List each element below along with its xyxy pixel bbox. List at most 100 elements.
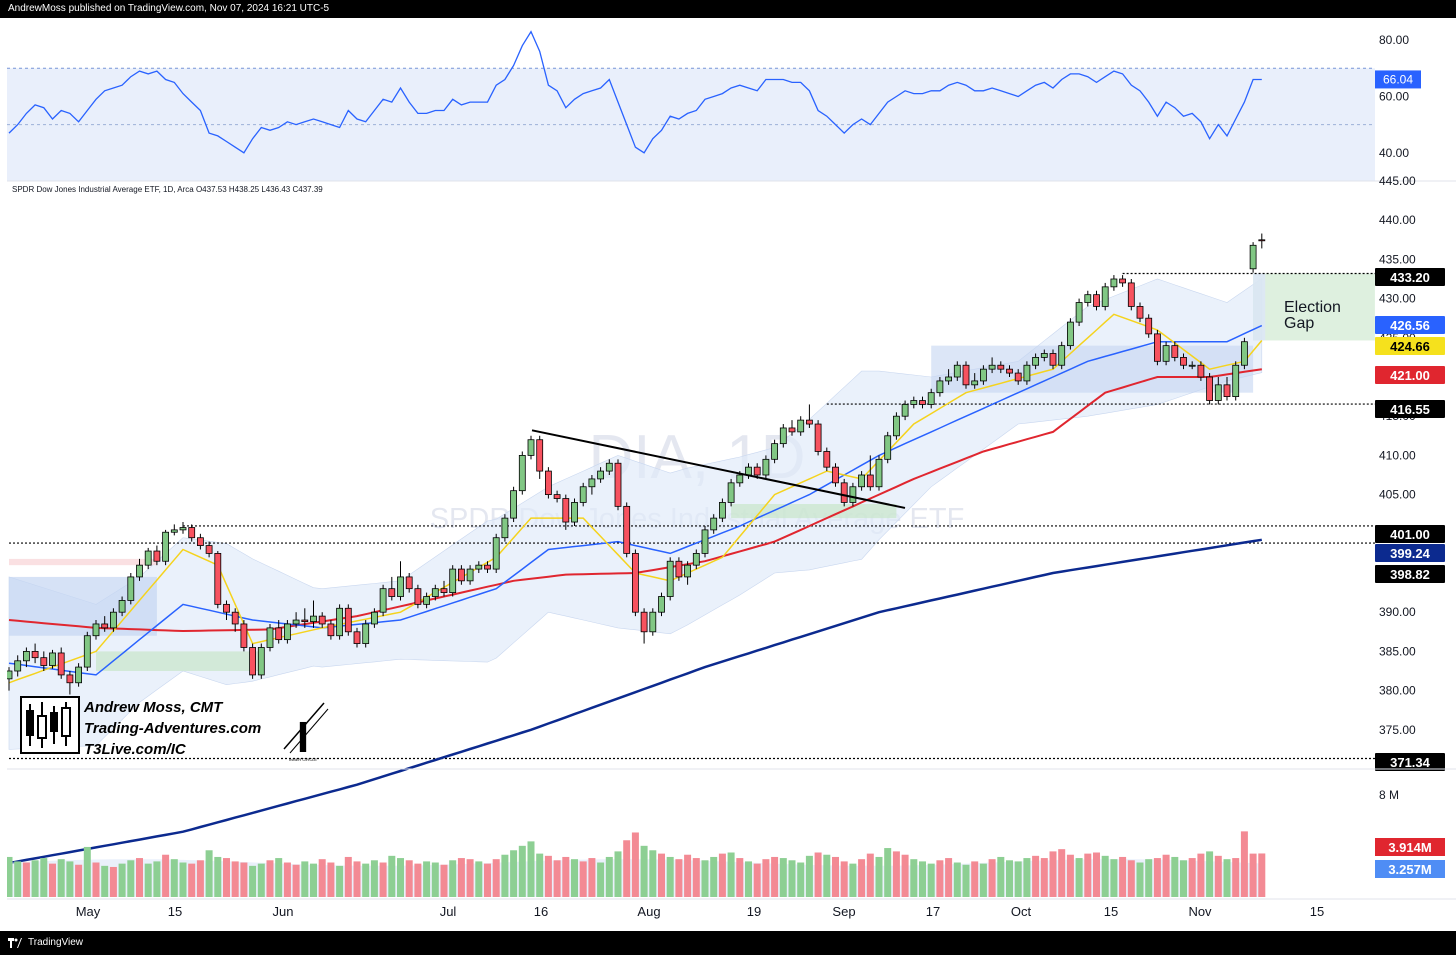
volume-bar (597, 862, 605, 897)
candle (545, 467, 552, 499)
volume-bar (240, 862, 248, 897)
volume-bar (362, 863, 370, 897)
candle (588, 475, 596, 495)
price-tag: 401.00 (1375, 525, 1445, 543)
chart-canvas[interactable]: 80.00 60.00 40.00 66.04 DIA, 1D SPDR Dow J… (5, 18, 1456, 931)
price-tag: 416.55 (1375, 400, 1445, 418)
bollinger-band (8, 277, 1263, 750)
time-axis[interactable]: May 15 Jun Jul 16 Aug 19 Sep 17 Oct 15 Nov 15 (76, 904, 1325, 919)
price-tag-label: 416.55 (1390, 402, 1430, 417)
volume-bar (579, 861, 587, 897)
candle (1032, 353, 1039, 370)
volume-bar (440, 864, 448, 897)
annotation-line2: Gap (1284, 315, 1314, 332)
candle (110, 608, 117, 632)
candle (605, 459, 613, 475)
volume-bar (1066, 854, 1074, 897)
volume-bar (666, 856, 674, 897)
candle (614, 459, 622, 511)
price-tick-label: 375.00 (1379, 723, 1416, 737)
volume-bar (762, 859, 770, 897)
volume-bar (144, 863, 152, 897)
svg-text:I: I (297, 713, 309, 762)
volume-bar (562, 856, 570, 897)
candle (40, 651, 48, 671)
volume-bar (423, 861, 431, 897)
volume-bar (379, 862, 387, 897)
volume-bar (344, 856, 352, 897)
price-tick-label: 445.00 (1379, 174, 1416, 188)
price-tag: 433.20 (1375, 268, 1445, 286)
price-tick-label: 410.00 (1379, 448, 1416, 462)
volume-bar (1014, 861, 1022, 897)
brand-line3: T3Live.com/IC (84, 741, 186, 758)
volume-bar (962, 864, 970, 897)
candle (162, 529, 170, 566)
candle (266, 623, 274, 652)
volume-bar (936, 860, 944, 897)
volume-bar (701, 860, 709, 897)
price-pane: DIA, 1D SPDR Dow Jones Industrial Averag… (5, 174, 1445, 865)
volume-bar (1093, 852, 1100, 897)
price-tag-label: 371.34 (1390, 755, 1431, 770)
sma200-line (8, 538, 1262, 865)
candle (1049, 349, 1057, 370)
candle (414, 584, 422, 609)
volume-bar (988, 859, 996, 897)
symbol-ohlc: O437.53 H438.25 L436.43 C437.39 (195, 185, 323, 194)
price-tag: 371.34 (1375, 753, 1445, 771)
candle (640, 608, 648, 644)
candle (1241, 337, 1248, 370)
candle (875, 455, 883, 491)
volume-bar (475, 861, 483, 897)
candle (118, 596, 126, 617)
candle (136, 558, 143, 581)
trendline[interactable] (531, 429, 906, 509)
volume-bar (1258, 853, 1266, 897)
volume-bar (971, 861, 979, 897)
price-tag-label: 421.00 (1390, 368, 1430, 383)
volume-bar (1197, 853, 1205, 897)
volume-bar (1240, 831, 1248, 897)
volume-bar (1023, 858, 1031, 897)
candle (1258, 233, 1266, 249)
candle (310, 600, 317, 628)
volume-bar (684, 854, 692, 897)
volume-bar (1171, 856, 1179, 897)
candle (1067, 318, 1074, 350)
volume-bar (22, 862, 30, 897)
rsi-tick-label: 80.00 (1379, 33, 1409, 47)
candle (1014, 369, 1022, 385)
volume-bar (884, 848, 892, 897)
candle (223, 600, 230, 621)
price-tick-label: 385.00 (1379, 644, 1416, 658)
symbol-legend[interactable]: SPDR Dow Jones Industrial Average ETF, 1… (12, 185, 323, 194)
chart-frame[interactable]: 80.00 60.00 40.00 66.04 DIA, 1D SPDR Dow J… (5, 18, 1456, 931)
candle (475, 561, 483, 573)
candle (962, 361, 970, 389)
support-zone-green (96, 651, 262, 671)
price-axis[interactable]: 445.00440.00435.00430.00425.00420.00415.… (1379, 174, 1416, 737)
time-axis-label: Nov (1188, 904, 1212, 919)
candle (1197, 361, 1205, 381)
rsi-value-tag: 66.04 (1375, 70, 1421, 89)
volume-bar (823, 854, 831, 897)
rsi-tick-label: 40.00 (1379, 146, 1409, 160)
volume-bar (457, 858, 465, 897)
candle (388, 576, 396, 601)
volume-bar (1032, 855, 1040, 897)
candle (623, 502, 631, 558)
candle (806, 404, 813, 428)
volume-bar (544, 855, 552, 897)
volume-bar (571, 859, 578, 897)
volume-bar (136, 858, 143, 897)
volume-bar (718, 853, 726, 897)
publisher-bar: AndrewMoss published on TradingView.com,… (0, 0, 1456, 18)
volume-bar (49, 863, 56, 897)
volume-bar (1232, 858, 1240, 897)
volume-bar (875, 856, 883, 897)
candle (1110, 275, 1118, 291)
candle (1136, 302, 1144, 323)
volume-bar (5, 856, 13, 897)
candle (188, 524, 196, 542)
